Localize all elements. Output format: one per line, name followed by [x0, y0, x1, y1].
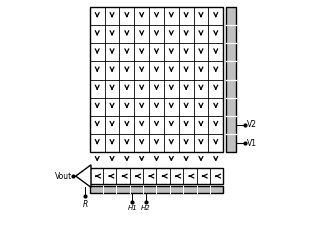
- Bar: [90, 168, 223, 184]
- Bar: [90, 186, 223, 193]
- Polygon shape: [76, 165, 91, 187]
- Text: V1: V1: [247, 139, 257, 147]
- Text: H1: H1: [128, 205, 137, 211]
- Bar: [90, 7, 223, 152]
- Bar: [226, 7, 236, 152]
- Text: Vout: Vout: [54, 172, 72, 181]
- Text: R: R: [83, 200, 88, 209]
- Text: H2: H2: [141, 205, 151, 211]
- Text: V2: V2: [247, 121, 257, 129]
